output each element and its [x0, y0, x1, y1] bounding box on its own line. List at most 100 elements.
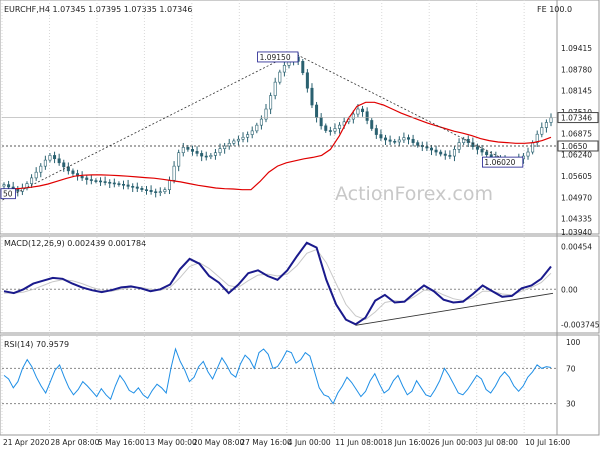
callout-label: 1.09150: [260, 53, 291, 62]
candle-body: [370, 120, 374, 129]
moving-average-line: [3, 101, 552, 191]
x-tick-label: 18 Jun 16:00: [383, 438, 431, 447]
candle-body: [190, 149, 194, 152]
candle-body: [112, 182, 116, 185]
candle-body: [393, 140, 397, 143]
x-tick-label: 11 Jun 08:00: [335, 438, 383, 447]
candle-body: [466, 138, 470, 143]
candle-body: [30, 177, 34, 184]
candle-body: [434, 149, 438, 153]
candle-body: [480, 149, 484, 153]
candle-body: [108, 181, 112, 184]
candle-body: [319, 117, 323, 127]
candle-body: [549, 117, 553, 123]
x-tick-label: 10 Jul 16:00: [525, 438, 570, 447]
candle-body: [526, 151, 530, 157]
candle-body: [407, 137, 411, 140]
macd-label: MACD(12,26,9) 0.002439 0.001784: [4, 239, 146, 248]
candle-body: [48, 155, 52, 161]
x-tick-label: 21 Apr 2020: [3, 438, 50, 447]
candle-body: [328, 130, 332, 132]
candle-body: [241, 136, 245, 140]
candle-body: [365, 111, 369, 121]
candle-body: [264, 108, 268, 120]
candle-body: [57, 158, 61, 164]
candle-body: [531, 142, 535, 153]
callout-label: 1.06020: [484, 158, 515, 167]
candle-body: [544, 122, 548, 128]
candle-body: [333, 128, 337, 132]
candle-body: [200, 153, 204, 157]
macd-tick-label: -0.003745: [561, 321, 600, 330]
candle-body: [177, 152, 181, 167]
candle-body: [301, 61, 305, 74]
panel-frame-macd: [0, 235, 600, 334]
candle-body: [315, 104, 319, 118]
candle-body: [2, 184, 6, 187]
x-tick-label: 5 May 16:00: [98, 438, 145, 447]
candle-body: [131, 186, 135, 188]
candle-body: [255, 124, 259, 132]
candle-body: [89, 179, 93, 181]
candle-body: [158, 191, 162, 193]
callout-box: [0, 188, 16, 200]
corner-label: FE 100.0: [537, 5, 572, 14]
candle-body: [388, 139, 392, 142]
macd-tick-label: 0.00: [561, 285, 578, 294]
current-price-label: 1.07346: [561, 114, 592, 123]
candle-body: [99, 180, 103, 183]
candle-body: [356, 108, 360, 115]
current-price-box: [557, 112, 599, 124]
chart-header: EURCHF,H4 1.07345 1.07395 1.07335 1.0734…: [4, 5, 192, 14]
panel-frame-rsi: [0, 334, 600, 436]
price-tick-label: 1.06875: [561, 129, 592, 138]
price-tick-label: 1.05605: [561, 172, 592, 181]
candle-body: [149, 190, 153, 192]
candle-body: [361, 108, 365, 113]
candle-body: [475, 146, 479, 150]
callout-label: 50: [3, 190, 13, 199]
candle-body: [485, 151, 489, 156]
price-tick-label: 1.04335: [561, 215, 592, 224]
price-tick-label: 1.06240: [561, 151, 592, 160]
candle-body: [250, 130, 254, 135]
x-tick-label: 4 Jun 00:00: [288, 438, 331, 447]
x-tick-label: 26 Jun 00:00: [430, 438, 478, 447]
level-1-0650-box: [557, 140, 599, 152]
price-tick-label: 1.03940: [561, 228, 592, 237]
candle-body: [379, 134, 383, 139]
candle-body: [39, 165, 43, 173]
candle-body: [103, 181, 107, 183]
rsi-line: [3, 347, 552, 405]
candle-body: [273, 81, 277, 96]
candle-body: [16, 188, 20, 192]
x-tick-label: 13 May 00:00: [145, 438, 197, 447]
rsi-tick-label: 100: [566, 338, 581, 347]
x-tick-label: 3 Jul 08:00: [478, 438, 518, 447]
candle-body: [384, 137, 388, 141]
candle-body: [218, 148, 222, 154]
candle-body: [338, 124, 342, 129]
candle-body: [489, 154, 493, 158]
macd-signal-line: [4, 248, 552, 321]
price-tick-label: 1.08780: [561, 65, 592, 74]
candle-body: [397, 139, 401, 143]
candle-body: [186, 147, 190, 150]
candle-body: [429, 147, 433, 151]
candle-body: [282, 65, 286, 73]
rsi-tick-label: 70: [566, 364, 576, 373]
candle-body: [310, 87, 314, 106]
candle-body: [324, 125, 328, 131]
candle-body: [204, 155, 208, 158]
price-tick-label: 1.09415: [561, 44, 592, 53]
candle-body: [209, 155, 213, 158]
candle-body: [452, 149, 456, 157]
rsi-tick-label: 30: [566, 400, 576, 409]
candle-body: [443, 153, 447, 156]
candle-body: [154, 191, 158, 193]
candle-body: [144, 189, 148, 191]
candle-body: [167, 179, 171, 190]
x-tick-label: 20 May 08:00: [193, 438, 245, 447]
candle-body: [236, 138, 240, 142]
